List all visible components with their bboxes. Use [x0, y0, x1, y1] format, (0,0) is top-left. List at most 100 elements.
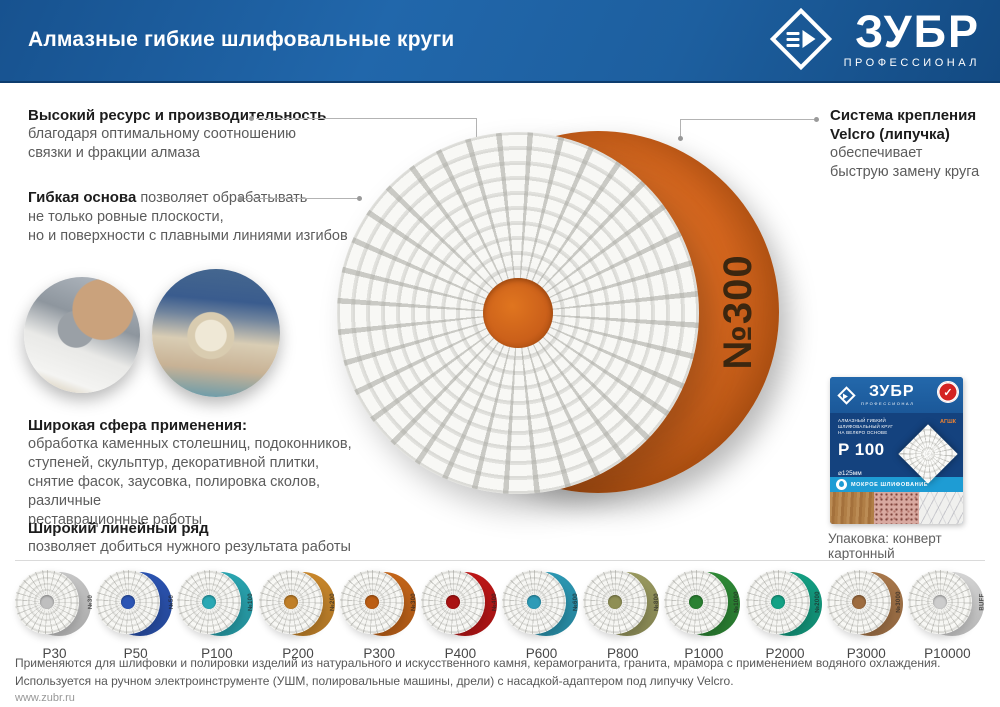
crescent-grit-tag: №400 — [491, 593, 498, 611]
callout-line — [680, 119, 681, 137]
disc-face — [258, 570, 323, 634]
disc-face — [745, 570, 810, 634]
callout-line — [244, 198, 358, 199]
disc-face — [664, 570, 729, 634]
grit-label: P800 — [606, 646, 639, 661]
feature-flexible-line: не только ровные плоскости, — [28, 209, 224, 225]
feature-application-line: реставрационные работы — [28, 512, 202, 528]
grit-disc-image: №600 — [502, 570, 581, 640]
grit-disc-item: №2000 P2000 — [745, 570, 825, 661]
feature-range-line: позволяет добиться нужного результата ра… — [28, 539, 351, 555]
disc-hole — [932, 595, 947, 609]
feature-velcro-title: Система крепления — [830, 107, 977, 124]
disc-face — [339, 570, 404, 634]
grit-disc-image: BUFF — [907, 570, 987, 640]
disc-hole — [527, 595, 542, 609]
feature-application-title: Широкая сфера применения: — [28, 417, 247, 434]
backing-grit-label: №300 — [716, 254, 760, 370]
feature-application-line: обработка каменных столешниц, подоконник… — [28, 436, 352, 452]
grit-label: P10000 — [924, 646, 971, 661]
feature-velcro-line: быструю замену круга — [830, 164, 980, 180]
grit-label: P100 — [201, 646, 233, 661]
feature-resource: Высокий ресурс и производительность благ… — [28, 106, 358, 163]
grit-label: P2000 — [765, 646, 805, 661]
crescent-grit-tag: №300 — [410, 593, 417, 611]
application-photo-grinder-1 — [24, 277, 140, 393]
feature-range-title: Широкий линейный ряд — [28, 520, 209, 537]
crescent-grit-tag: №2000 — [814, 591, 821, 613]
callout-dot — [357, 196, 362, 201]
crescent-grit-tag: №1000 — [733, 591, 740, 613]
package-card: ЗУБР ПРОФЕССИОНАЛ ✓ АЛМАЗНЫЙ ГИБКИЙ ШЛИФ… — [830, 377, 963, 524]
crescent-grit-tag: №30 — [87, 594, 94, 610]
package-main: АЛМАЗНЫЙ ГИБКИЙ ШЛИФОВАЛЬНЫЙ КРУГ НА ВЕЛ… — [830, 413, 963, 484]
crescent-grit-tag: №200 — [329, 593, 336, 611]
texture-marble — [918, 492, 963, 524]
grit-disc-image: №400 — [420, 570, 500, 640]
feature-resource-line: благодаря оптимальному соотношению — [28, 126, 297, 142]
texture-wood — [830, 492, 875, 524]
grit-label: P3000 — [846, 646, 886, 661]
feature-resource-title: Высокий ресурс и производительность — [28, 107, 327, 124]
grit-disc-item: №600 P600 — [502, 570, 581, 661]
grit-disc-item: №50 P50 — [96, 570, 175, 661]
disc-face — [15, 570, 79, 634]
disc-face — [826, 570, 891, 634]
disc-hole — [364, 595, 379, 609]
feature-resource-line: связки и фракции алмаза — [28, 145, 200, 161]
zubr-diamond-icon — [837, 385, 856, 405]
brand-subtitle: ПРОФЕССИОНАЛ — [843, 57, 980, 69]
package-brand: ЗУБР — [868, 383, 915, 400]
grit-label: P400 — [444, 646, 477, 661]
grit-label: P30 — [42, 646, 67, 661]
grit-disc-image: №200 — [258, 570, 338, 640]
feature-velcro-line: обеспечивает — [830, 145, 923, 161]
package-brand-subtitle: ПРОФЕССИОНАЛ — [861, 401, 915, 406]
grit-label: P300 — [363, 646, 395, 661]
grit-disc-item: №200 P200 — [258, 570, 338, 661]
feature-application-line: снятие фасок, заусовка, полировка сколов… — [28, 474, 321, 509]
package-product-line: АЛМАЗНЫЙ ГИБКИЙ ШЛИФОВАЛЬНЫЙ КРУГ — [838, 418, 894, 429]
feature-application: Широкая сфера применения: обработка каме… — [28, 416, 368, 530]
package-material-textures — [830, 492, 963, 524]
header-bar: Алмазные гибкие шлифовальные круги ЗУБР … — [0, 0, 1000, 83]
disc-center-hole — [483, 278, 553, 348]
feature-range: Широкий линейный ряд позволяет добиться … — [28, 519, 388, 557]
crescent-grit-tag: №50 — [169, 594, 176, 610]
package-caption: Упаковка: конверт картонный — [828, 531, 942, 561]
crescent-grit-tag: BUFF — [979, 593, 986, 611]
crescent-grit-tag: №800 — [654, 593, 661, 611]
grit-label: P200 — [282, 646, 314, 661]
grit-disc-image: №30 — [15, 570, 94, 640]
grit-disc-image: №50 — [96, 570, 175, 640]
feature-application-line: ступеней, скульптур, декоративной плитки… — [28, 455, 320, 471]
water-drop-icon — [836, 479, 847, 490]
grit-label: P600 — [525, 646, 558, 661]
package-wet-label: МОКРОЕ ШЛИФОВАНИЕ — [851, 481, 929, 488]
divider-line — [15, 560, 985, 561]
grit-disc-image: №3000 — [826, 570, 906, 640]
disc-face — [502, 570, 567, 634]
grit-label: P50 — [123, 646, 148, 661]
grit-disc-image: №1000 — [664, 570, 743, 640]
feature-flexible-title: Гибкая основа — [28, 189, 137, 206]
brand-name: ЗУБР — [855, 6, 980, 57]
grit-disc-item: №3000 P3000 — [826, 570, 906, 661]
application-photo-grinder-2 — [152, 269, 280, 397]
grit-disc-item: №30 P30 — [15, 570, 94, 661]
brand-logo: ЗУБР ПРОФЕССИОНАЛ — [769, 6, 980, 71]
site-url-link[interactable]: www.zubr.ru — [15, 692, 75, 704]
disc-hole — [202, 595, 217, 609]
disc-hole — [283, 595, 298, 609]
disc-hole — [445, 595, 460, 609]
feature-velcro: Система крепления Velcro (липучка) обесп… — [830, 106, 995, 182]
disc-hole — [851, 595, 866, 609]
callout-line — [256, 118, 476, 119]
callout-line — [680, 119, 814, 120]
grit-disc-item: №400 P400 — [420, 570, 500, 661]
footer-note: Используется на ручном электроинструмент… — [15, 674, 734, 688]
callout-dot — [678, 136, 683, 141]
package-code: АГШК — [940, 419, 956, 425]
grit-disc-item: №300 P300 — [339, 570, 419, 661]
